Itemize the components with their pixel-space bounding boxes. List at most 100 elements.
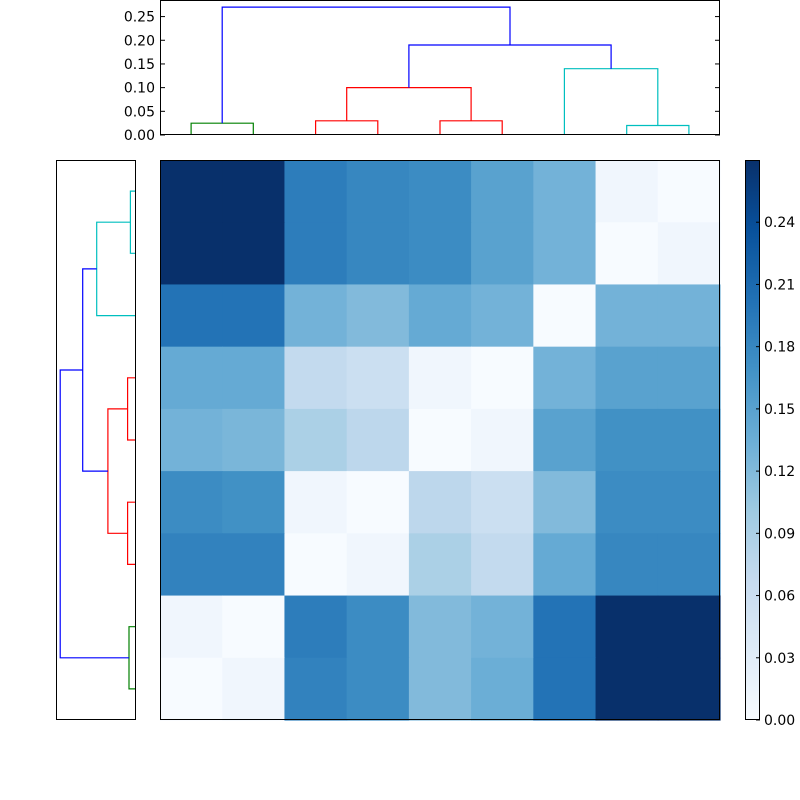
heatmap-cell-r0-c1: [222, 160, 286, 223]
left-dendrogram-link-2: [126, 377, 136, 441]
heatmap-cell-r4-c7: [595, 408, 659, 472]
top-dendrogram-tick-label-2: 0.10: [124, 81, 155, 97]
heatmap-cell-r8-c3: [346, 657, 410, 721]
heatmap-cell-r4-c1: [222, 408, 286, 472]
heatmap-cell-r2-c4: [408, 284, 472, 348]
heatmap-cell-r3-c7: [595, 346, 659, 410]
left-dendrogram-link-5: [82, 268, 108, 472]
heatmap-cell-r1-c0: [160, 222, 223, 286]
heatmap-cell-r0-c3: [346, 160, 410, 223]
heatmap-cell-r2-c8: [657, 284, 721, 348]
top-dendrogram-frame: [160, 0, 720, 135]
heatmap-cell-r4-c6: [533, 408, 597, 472]
heatmap-cell-r0-c0: [160, 160, 223, 223]
heatmap-cell-r5-c5: [471, 471, 534, 534]
heatmap-cell-r4-c2: [284, 408, 348, 472]
heatmap-cell-r3-c6: [533, 346, 597, 410]
top-dendrogram-link-7: [221, 6, 511, 124]
left-dendrogram-link-6: [128, 626, 136, 690]
top-dendrogram-y-axis: 0.00 0.05 0.10 0.15 0.20 0.25: [124, 10, 720, 144]
heatmap-cell-r8-c0: [160, 657, 223, 721]
heatmap-cell-r7-c3: [346, 595, 410, 659]
colorbar-frame: [745, 160, 760, 720]
heatmap-cell-r1-c3: [346, 222, 410, 286]
heatmap-cell-r2-c1: [222, 284, 286, 348]
heatmap-cell-r7-c0: [160, 595, 223, 659]
heatmap-cell-r4-c3: [346, 408, 410, 472]
colorbar-tick-label-0: 0.00: [764, 713, 795, 729]
heatmap-cell-r4-c5: [471, 408, 534, 472]
heatmap-cell-r0-c6: [533, 160, 597, 223]
heatmap-cell-r7-c5: [471, 595, 534, 659]
colorbar-tick-label-2: 0.06: [764, 589, 795, 605]
heatmap-cell-r3-c8: [657, 346, 721, 410]
colorbar-gradient: [745, 160, 760, 720]
top-dendrogram-tick-label-5: 0.25: [124, 10, 155, 26]
heatmap-cell-r1-c5: [471, 222, 534, 286]
top-dendrogram-tick-label-3: 0.15: [124, 57, 155, 73]
colorbar-axis: 0.00 0.03 0.06 0.09 0.12 0.15 0.18 0.21 0.24: [756, 215, 795, 729]
heatmap-cell-r5-c1: [222, 471, 286, 534]
heatmap-cell-r7-c6: [533, 595, 597, 659]
heatmap-cell-r8-c4: [408, 657, 472, 721]
top-dendrogram-tick-label-1: 0.05: [124, 104, 155, 120]
left-dendrogram-frame: [56, 160, 136, 720]
heatmap-cell-r6-c0: [160, 533, 223, 597]
colorbar-tick-label-5: 0.15: [764, 402, 795, 418]
heatmap-cell-r3-c1: [222, 346, 286, 410]
heatmap-cell-r5-c8: [657, 471, 721, 534]
heatmap-cell-r8-c5: [471, 657, 534, 721]
heatmap: [160, 160, 721, 721]
heatmap-cell-r3-c2: [284, 346, 348, 410]
heatmap-cell-r4-c4: [408, 408, 472, 472]
top-dendrogram: [190, 6, 690, 135]
heatmap-cell-r8-c7: [595, 657, 659, 721]
left-dendrogram-link-4: [107, 408, 128, 534]
colorbar-tick-label-6: 0.18: [764, 340, 795, 356]
heatmap-cell-r8-c2: [284, 657, 348, 721]
heatmap-cell-r7-c7: [595, 595, 659, 659]
left-dendrogram: [59, 190, 136, 690]
heatmap-cell-r2-c7: [595, 284, 659, 348]
heatmap-cell-r1-c6: [533, 222, 597, 286]
heatmap-cell-r4-c8: [657, 408, 721, 472]
heatmap-cell-r8-c6: [533, 657, 597, 721]
heatmap-cell-r3-c0: [160, 346, 223, 410]
heatmap-cell-r1-c2: [284, 222, 348, 286]
heatmap-cell-r4-c0: [160, 408, 223, 472]
top-dendrogram-link-0: [190, 122, 254, 135]
heatmap-cell-r3-c3: [346, 346, 410, 410]
heatmap-cell-r6-c6: [533, 533, 597, 597]
heatmap-cell-r6-c7: [595, 533, 659, 597]
heatmap-cell-r0-c8: [657, 160, 721, 223]
top-dendrogram-link-2: [439, 120, 503, 135]
heatmap-cell-r5-c7: [595, 471, 659, 534]
heatmap-cell-r7-c4: [408, 595, 472, 659]
heatmap-cell-r8-c8: [657, 657, 721, 721]
heatmap-cell-r5-c4: [408, 471, 472, 534]
heatmap-cell-r7-c1: [222, 595, 286, 659]
colorbar-tick-label-7: 0.21: [764, 277, 795, 293]
heatmap-cell-r1-c8: [657, 222, 721, 286]
heatmap-cell-r1-c7: [595, 222, 659, 286]
heatmap-cell-r2-c6: [533, 284, 597, 348]
heatmap-cell-r5-c2: [284, 471, 348, 534]
heatmap-cell-r2-c0: [160, 284, 223, 348]
top-dendrogram-link-1: [315, 120, 379, 135]
heatmap-cell-r2-c3: [346, 284, 410, 348]
heatmap-cell-r7-c8: [657, 595, 721, 659]
heatmap-cell-r6-c3: [346, 533, 410, 597]
heatmap-cell-r6-c1: [222, 533, 286, 597]
heatmap-cell-r2-c2: [284, 284, 348, 348]
heatmap-cell-r1-c1: [222, 222, 286, 286]
heatmap-cell-r6-c2: [284, 533, 348, 597]
heatmap-frame: [160, 160, 720, 720]
heatmap-cell-r0-c5: [471, 160, 534, 223]
colorbar-tick-label-3: 0.09: [764, 526, 795, 542]
heatmap-cell-r5-c6: [533, 471, 597, 534]
heatmap-cell-r5-c0: [160, 471, 223, 534]
colorbar-tick-label-8: 0.24: [764, 215, 795, 231]
top-dendrogram-tick-label-4: 0.20: [124, 33, 155, 49]
heatmap-cell-r2-c5: [471, 284, 534, 348]
